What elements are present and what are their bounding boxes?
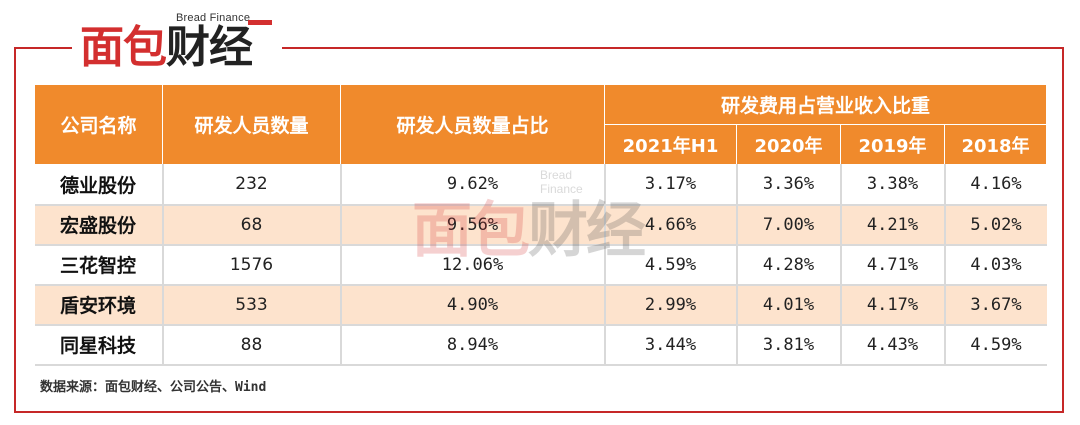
rd-table: 公司名称 研发人员数量 研发人员数量占比 研发费用占营业收入比重 2021年H1… xyxy=(34,84,1048,366)
frame-border-top-left xyxy=(14,47,72,49)
header-staff-ratio: 研发人员数量占比 xyxy=(340,84,605,165)
cell-company: 同星科技 xyxy=(34,324,164,366)
cell-staff-ratio: 12.06% xyxy=(340,244,606,286)
cell-company: 德业股份 xyxy=(34,164,164,206)
cell-2018: 4.59% xyxy=(944,324,1047,366)
frame-border-top-right xyxy=(282,47,1064,49)
cell-staff-count: 68 xyxy=(162,204,342,246)
cell-2020: 4.28% xyxy=(736,244,842,286)
cell-2021h1: 4.66% xyxy=(604,204,738,246)
cell-2019: 4.21% xyxy=(840,204,946,246)
cell-2019: 4.43% xyxy=(840,324,946,366)
cell-2021h1: 4.59% xyxy=(604,244,738,286)
logo-chinese-text: 面包财经 xyxy=(80,22,253,73)
logo-red-text: 面包 xyxy=(80,22,167,73)
cell-staff-count: 88 xyxy=(162,324,342,366)
cell-staff-ratio: 9.56% xyxy=(340,204,606,246)
cell-2021h1: 3.17% xyxy=(604,164,738,206)
cell-2018: 4.03% xyxy=(944,244,1047,286)
cell-2018: 4.16% xyxy=(944,164,1047,206)
header-year-2018: 2018年 xyxy=(943,124,1048,165)
table-row: 宏盛股份 68 9.56% 4.66% 7.00% 4.21% 5.02% xyxy=(34,204,1047,246)
cell-2020: 4.01% xyxy=(736,284,842,326)
cell-2020: 3.81% xyxy=(736,324,842,366)
frame-border-right xyxy=(1062,47,1064,413)
cell-staff-ratio: 8.94% xyxy=(340,324,606,366)
cell-staff-count: 232 xyxy=(162,164,342,206)
header-year-2019: 2019年 xyxy=(840,124,945,165)
table-row: 同星科技 88 8.94% 3.44% 3.81% 4.43% 4.59% xyxy=(34,324,1047,366)
cell-2019: 4.17% xyxy=(840,284,946,326)
data-source-note: 数据来源：面包财经、公司公告、Wind xyxy=(40,380,267,395)
table-row: 德业股份 232 9.62% 3.17% 3.36% 3.38% 4.16% xyxy=(34,164,1047,206)
logo-dark-text: 财经 xyxy=(166,22,253,73)
header-company: 公司名称 xyxy=(34,84,163,165)
cell-staff-count: 1576 xyxy=(162,244,342,286)
cell-2019: 4.71% xyxy=(840,244,946,286)
header-staff-count: 研发人员数量 xyxy=(162,84,341,165)
cell-company: 宏盛股份 xyxy=(34,204,164,246)
cell-company: 盾安环境 xyxy=(34,284,164,326)
table-row: 三花智控 1576 12.06% 4.59% 4.28% 4.71% 4.03% xyxy=(34,244,1047,286)
cell-staff-count: 533 xyxy=(162,284,342,326)
logo-english-text: Bread Finance xyxy=(176,12,251,24)
cell-2018: 3.67% xyxy=(944,284,1047,326)
cell-2020: 3.36% xyxy=(736,164,842,206)
header-year-2020: 2020年 xyxy=(736,124,841,165)
frame-border-left xyxy=(14,47,16,413)
cell-2021h1: 3.44% xyxy=(604,324,738,366)
cell-2018: 5.02% xyxy=(944,204,1047,246)
table-row: 盾安环境 533 4.90% 2.99% 4.01% 4.17% 3.67% xyxy=(34,284,1047,326)
cell-staff-ratio: 4.90% xyxy=(340,284,606,326)
header-expense-ratio-group: 研发费用占营业收入比重 xyxy=(603,84,1048,125)
cell-2019: 3.38% xyxy=(840,164,946,206)
logo-accent-bar xyxy=(248,20,272,25)
cell-2021h1: 2.99% xyxy=(604,284,738,326)
header-year-2021h1: 2021年H1 xyxy=(604,124,737,165)
frame-border-bottom xyxy=(14,411,1064,413)
cell-company: 三花智控 xyxy=(34,244,164,286)
cell-staff-ratio: 9.62% xyxy=(340,164,606,206)
cell-2020: 7.00% xyxy=(736,204,842,246)
